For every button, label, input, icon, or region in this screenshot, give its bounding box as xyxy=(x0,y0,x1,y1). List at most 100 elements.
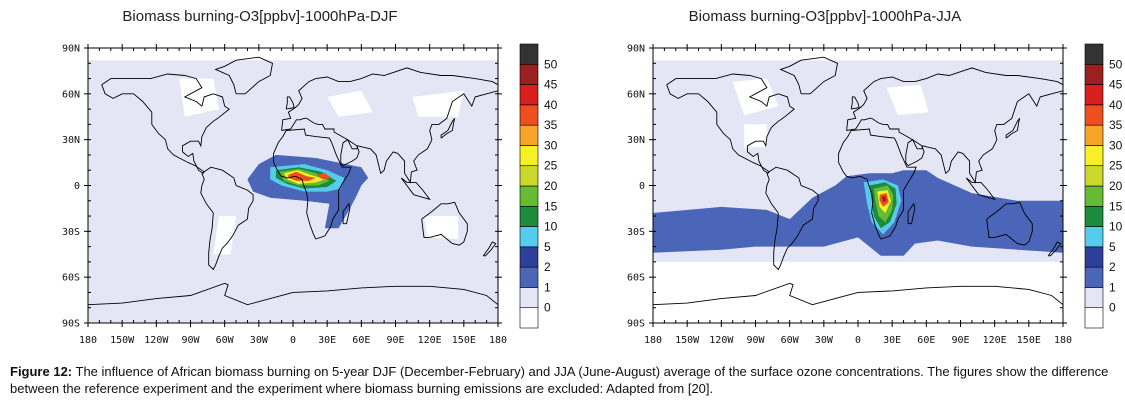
lon-label: 0 xyxy=(855,335,861,346)
lon-label: 30W xyxy=(250,335,269,346)
zero-region-2 xyxy=(213,216,237,255)
lon-label: 150E xyxy=(1017,335,1041,346)
lon-label: 60W xyxy=(216,335,235,346)
map-plot-jja: 90N 60N 30N 0 30S 60S 90S 180 150W 120W 90W 60W 30W 0… xyxy=(627,44,1072,347)
map-panel-jja: Biomass burning-O3[ppbv]-1000hPa-JJA 90N… xyxy=(565,0,1125,355)
lat-label: 60N xyxy=(627,89,645,100)
colorbar-swatch xyxy=(1084,287,1104,309)
colorbar-swatch xyxy=(519,124,539,146)
lat-label: 90N xyxy=(62,44,80,55)
colorbar-label: 1 xyxy=(544,280,551,294)
lat-label: 0 xyxy=(639,181,645,192)
lat-label: 60S xyxy=(62,273,80,284)
colorbar-label: 40 xyxy=(1109,98,1123,112)
lat-label: 0 xyxy=(74,181,80,192)
colorbar-label: 5 xyxy=(1109,240,1116,254)
lat-label: 90S xyxy=(62,319,80,330)
colorbar-label: 40 xyxy=(544,98,558,112)
ozone-contour-6 xyxy=(288,171,316,181)
colorbar-swatch xyxy=(519,205,539,227)
coastline-japan xyxy=(440,118,456,139)
lon-label: 120W xyxy=(709,335,734,346)
coastline-south-america xyxy=(200,166,254,271)
colorbar-swatch xyxy=(1084,145,1104,167)
zero-region-1 xyxy=(179,78,219,117)
coastline-british-isles xyxy=(850,96,860,110)
colorbar-swatch xyxy=(1084,246,1104,268)
colorbar-label: 15 xyxy=(1109,199,1123,213)
lon-label: 90W xyxy=(181,335,200,346)
coastline-africa xyxy=(273,128,352,240)
colorbar-swatch xyxy=(1084,205,1104,227)
colorbar-swatch xyxy=(519,63,539,85)
zero-region-0 xyxy=(653,48,1063,61)
lon-label: 0 xyxy=(290,335,296,346)
colorbar-swatch xyxy=(519,246,539,268)
ozone-contour-7 xyxy=(315,173,332,180)
colorbar-label: 20 xyxy=(1109,179,1123,193)
lon-label: 60E xyxy=(352,335,370,346)
colorbar-swatch xyxy=(1084,307,1104,329)
colorbar-swatch xyxy=(1084,185,1104,207)
coastline-australia xyxy=(986,201,1033,246)
colorbar-label: 35 xyxy=(544,118,558,132)
lon-label: 90W xyxy=(746,335,765,346)
coastline-north-america xyxy=(666,73,795,174)
coastline-british-isles xyxy=(285,96,295,110)
zero-region-3 xyxy=(886,84,929,116)
zero-region-2 xyxy=(744,124,767,148)
coastline-new-zealand xyxy=(1047,241,1062,257)
coastline-australia xyxy=(421,201,468,246)
coastline-eurasia xyxy=(281,67,499,184)
lat-label: 60N xyxy=(62,89,80,100)
lon-label: 30E xyxy=(318,335,336,346)
lon-label: 30E xyxy=(883,335,901,346)
lon-label: 120W xyxy=(144,335,169,346)
map-title-jja: Biomass burning-O3[ppbv]-1000hPa-JJA xyxy=(688,8,962,25)
lon-label: 120E xyxy=(418,335,442,346)
colorbar-swatch xyxy=(519,226,539,248)
colorbar-swatch xyxy=(519,104,539,126)
lat-label: 30S xyxy=(627,227,645,238)
colorbar-label: 15 xyxy=(544,199,558,213)
colorbar-label: 10 xyxy=(1109,220,1123,234)
map-title-djf: Biomass burning-O3[ppbv]-1000hPa-DJF xyxy=(122,8,398,25)
coastline-antarctica xyxy=(87,282,499,306)
coastline-greenland xyxy=(779,56,839,95)
colorbar-label: 0 xyxy=(544,301,551,315)
zero-region-3 xyxy=(327,90,373,117)
colorbar-label: 35 xyxy=(1109,118,1123,132)
zero-region-5 xyxy=(424,216,459,239)
lon-label: 90E xyxy=(386,335,404,346)
colorbar-swatch xyxy=(1084,226,1104,248)
lat-label: 30S xyxy=(62,227,80,238)
lat-label: 60S xyxy=(627,273,645,284)
zero-region-4 xyxy=(412,90,464,117)
coastline-madagascar xyxy=(342,202,351,225)
coastline-new-zealand xyxy=(482,241,497,257)
lon-label: 150W xyxy=(110,335,135,346)
colorbar-label: 5 xyxy=(544,240,551,254)
colorbar-label: 45 xyxy=(1109,78,1123,92)
lon-label: 150E xyxy=(452,335,476,346)
map-djf: 90N 60N 30N 0 30S 60S 90S 180 150W 120W 90W 60W 30W 0… xyxy=(62,44,558,347)
colorbar-swatch xyxy=(519,185,539,207)
lon-label: 60E xyxy=(917,335,935,346)
map-panel-djf: Biomass burning-O3[ppbv]-1000hPa-DJF 90N… xyxy=(0,0,560,355)
colorbar-label: 45 xyxy=(544,78,558,92)
colorbar-swatch xyxy=(1084,104,1104,126)
caption-label: Figure 12: xyxy=(10,364,73,379)
coastline-antarctica xyxy=(652,282,1064,306)
colorbar-label: 10 xyxy=(544,220,558,234)
coastline-south-america xyxy=(765,166,819,271)
colorbar-swatch xyxy=(519,145,539,167)
lon-label: 180 xyxy=(644,335,662,346)
lat-label: 90N xyxy=(627,44,645,55)
colorbar-label: 20 xyxy=(544,179,558,193)
ozone-contour-0 xyxy=(88,292,498,305)
colorbar-swatch xyxy=(1084,124,1104,146)
colorbar-swatch xyxy=(519,165,539,187)
coastline-madagascar xyxy=(907,202,916,225)
zero-region-0 xyxy=(88,48,498,61)
